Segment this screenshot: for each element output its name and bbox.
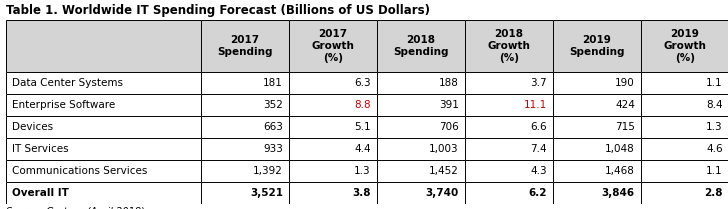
Text: 1.1: 1.1 [706, 78, 723, 88]
Text: 3,846: 3,846 [602, 188, 635, 198]
Text: 11.1: 11.1 [523, 100, 547, 110]
Text: 7.4: 7.4 [530, 144, 547, 154]
Text: 352: 352 [263, 100, 283, 110]
Text: Communications Services: Communications Services [12, 166, 147, 176]
Text: 1.3: 1.3 [706, 122, 723, 132]
Text: 2019
Growth
(%): 2019 Growth (%) [663, 29, 706, 63]
Text: 2.8: 2.8 [705, 188, 723, 198]
Text: 5.1: 5.1 [355, 122, 371, 132]
Text: 3,521: 3,521 [250, 188, 283, 198]
Text: 4.3: 4.3 [530, 166, 547, 176]
Text: 190: 190 [615, 78, 635, 88]
Text: 1,003: 1,003 [430, 144, 459, 154]
Text: 188: 188 [439, 78, 459, 88]
Text: 6.3: 6.3 [355, 78, 371, 88]
Text: 4.6: 4.6 [706, 144, 723, 154]
Text: 1,048: 1,048 [605, 144, 635, 154]
Text: 3.8: 3.8 [352, 188, 371, 198]
Text: 663: 663 [263, 122, 283, 132]
Text: 2018
Spending: 2018 Spending [393, 35, 448, 57]
Text: 715: 715 [615, 122, 635, 132]
Text: 1.3: 1.3 [355, 166, 371, 176]
Text: 3.7: 3.7 [530, 78, 547, 88]
Text: 1,392: 1,392 [253, 166, 283, 176]
Text: Table 1. Worldwide IT Spending Forecast (Billions of US Dollars): Table 1. Worldwide IT Spending Forecast … [6, 4, 430, 17]
Text: Data Center Systems: Data Center Systems [12, 78, 123, 88]
Text: 6.2: 6.2 [529, 188, 547, 198]
Text: 3,740: 3,740 [426, 188, 459, 198]
Text: Source: Gartner (April 2018): Source: Gartner (April 2018) [6, 207, 145, 209]
Text: 2017
Growth
(%): 2017 Growth (%) [312, 29, 355, 63]
Text: 1,468: 1,468 [605, 166, 635, 176]
Text: 4.4: 4.4 [355, 144, 371, 154]
Text: 424: 424 [615, 100, 635, 110]
Text: 8.4: 8.4 [706, 100, 723, 110]
Text: 181: 181 [263, 78, 283, 88]
Text: 2018
Growth
(%): 2018 Growth (%) [488, 29, 531, 63]
Text: 8.8: 8.8 [355, 100, 371, 110]
Text: 1.1: 1.1 [706, 166, 723, 176]
Text: 6.6: 6.6 [530, 122, 547, 132]
Text: 391: 391 [439, 100, 459, 110]
Text: IT Services: IT Services [12, 144, 68, 154]
Text: 2017
Spending: 2017 Spending [217, 35, 273, 57]
Text: 706: 706 [439, 122, 459, 132]
Text: 1,452: 1,452 [429, 166, 459, 176]
Text: Enterprise Software: Enterprise Software [12, 100, 115, 110]
Text: Overall IT: Overall IT [12, 188, 68, 198]
Text: Devices: Devices [12, 122, 53, 132]
Text: 2019
Spending: 2019 Spending [569, 35, 625, 57]
Text: 933: 933 [263, 144, 283, 154]
